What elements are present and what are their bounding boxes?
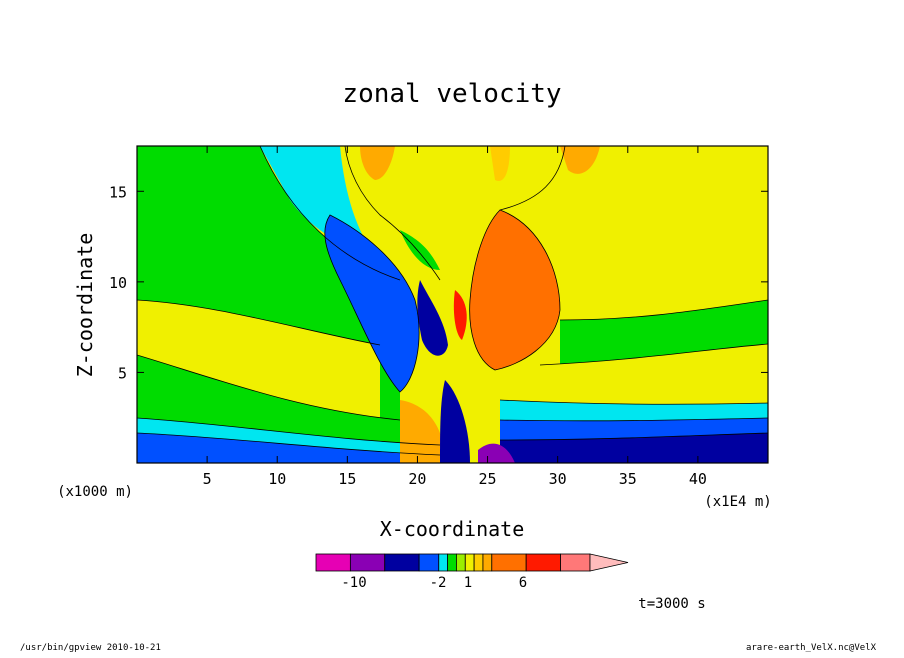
colorbar: -10 -2 1 6 xyxy=(315,553,629,591)
region-navy-base xyxy=(440,380,470,463)
contour-field xyxy=(137,146,768,463)
region-red-core xyxy=(453,290,467,340)
region-blue-lobe xyxy=(324,215,420,392)
contour-lines xyxy=(137,146,768,456)
colorbar-bin xyxy=(438,553,448,572)
footer-left: /usr/bin/gpview 2010-10-21 xyxy=(20,643,161,653)
region-yellow-plume xyxy=(345,146,565,280)
colorbar-bin xyxy=(456,553,466,572)
x-axis: 5 10 15 20 25 30 35 40 xyxy=(203,146,707,488)
x-axis-label: X-coordinate xyxy=(380,517,525,541)
colorbar-bin xyxy=(473,553,484,572)
y-tick-label: 10 xyxy=(109,274,127,292)
region-green-finger xyxy=(400,230,440,270)
region-gold-finger xyxy=(490,146,510,181)
y-tick-label: 15 xyxy=(109,183,127,201)
region-orange-finger-right xyxy=(560,146,600,174)
time-label: t=3000 s xyxy=(638,596,705,612)
colorbar-label: -10 xyxy=(341,575,366,591)
y-axis: 5 10 15 xyxy=(109,183,768,382)
colorbar-label: 1 xyxy=(464,575,472,591)
x-tick-label: 5 xyxy=(203,470,212,488)
colorbar-bin xyxy=(447,553,457,572)
y-axis-label: Z-coordinate xyxy=(73,233,97,378)
x-scale-note: (x1E4 m) xyxy=(704,494,771,510)
region-navy-core xyxy=(417,280,448,356)
y-scale-note: (x1000 m) xyxy=(57,484,133,500)
x-tick-label: 10 xyxy=(268,470,286,488)
x-tick-label: 40 xyxy=(689,470,707,488)
colorbar-label: -2 xyxy=(430,575,447,591)
x-tick-label: 35 xyxy=(619,470,637,488)
colorbar-bin xyxy=(560,553,591,572)
region-orange-finger xyxy=(360,146,395,180)
plot-frame xyxy=(136,145,769,464)
colorbar-label: 6 xyxy=(519,575,527,591)
colorbar-bin xyxy=(418,553,440,572)
colorbar-bin xyxy=(315,553,351,572)
colorbar-bin xyxy=(464,553,475,572)
colorbar-bin xyxy=(384,553,420,572)
colorbar-extension xyxy=(589,553,629,572)
footer-right: arare-earth_VelX.nc@VelX xyxy=(746,643,877,653)
colorbar-bin xyxy=(491,553,527,572)
region-orange-base xyxy=(400,400,445,463)
colorbar-bin xyxy=(349,553,386,572)
x-tick-label: 20 xyxy=(408,470,426,488)
colorbar-bin xyxy=(525,553,561,572)
y-tick-label: 5 xyxy=(118,364,127,382)
colorbar-bin xyxy=(482,553,493,572)
x-tick-label: 25 xyxy=(479,470,497,488)
region-navy-right xyxy=(500,433,768,463)
x-tick-label: 30 xyxy=(549,470,567,488)
region-blue-left xyxy=(137,433,440,463)
x-tick-label: 15 xyxy=(338,470,356,488)
region-orange-inner xyxy=(503,250,548,339)
chart-title: zonal velocity xyxy=(342,79,561,109)
